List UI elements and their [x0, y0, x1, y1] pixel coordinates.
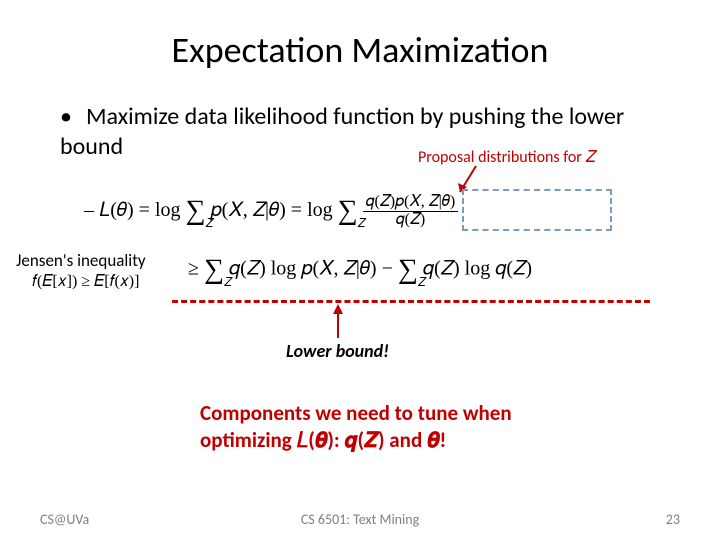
fraction-1: 𝑞(𝑍)𝑝(𝑋, 𝑍|𝜃)𝑞(𝑍)	[363, 194, 459, 229]
lower-bound-label: Lower bound!	[286, 340, 389, 362]
sum-1: ∑𝑍	[186, 195, 206, 227]
formula-p1: 𝑝(𝑋, 𝑍|𝜃) = log	[206, 199, 338, 221]
footer-center: CS 6501: Text Mining	[301, 511, 419, 528]
fraction-num: 𝑞(𝑍)𝑝(𝑋, 𝑍|𝜃)	[363, 194, 459, 212]
sum-4-sub: 𝑍	[418, 275, 425, 290]
slide-title: Expectation Maximization	[40, 28, 680, 72]
formula-line-1: – 𝐿(𝜃) = log ∑𝑍 𝑝(𝑋, 𝑍|𝜃) = log ∑𝑍 𝑞(𝑍)𝑝…	[84, 194, 458, 229]
sum-4: ∑𝑍	[398, 254, 418, 286]
components-text: Components we need to tune when optimizi…	[200, 400, 560, 455]
formula-l1-prefix: – 𝐿(𝜃) = log	[84, 199, 186, 221]
sum-2-sub: 𝑍	[358, 216, 365, 231]
jensen-formula: 𝑓(𝐸[𝑥]) ≥ 𝐸[𝑓(𝑥)]	[32, 273, 139, 291]
sum-3-sub: 𝑍	[224, 275, 231, 290]
formula-line-2: ≥ ∑𝑍 𝑞(𝑍) log 𝑝(𝑋, 𝑍|𝜃) − ∑𝑍 𝑞(𝑍) log 𝑞(…	[188, 254, 532, 286]
geq: ≥	[188, 258, 204, 280]
sum-1-sub: 𝑍	[206, 216, 213, 231]
dashed-box	[462, 189, 612, 231]
sum-3: ∑𝑍	[204, 254, 224, 286]
fraction-den: 𝑞(𝑍)	[363, 212, 459, 229]
proposal-annotation: Proposal distributions for 𝑍	[418, 148, 595, 167]
l2-p2: 𝑞(𝑍) log 𝑞(𝑍)	[418, 258, 532, 280]
jensen-label: Jensen's inequality	[16, 250, 146, 271]
arrow-lower-bound-icon	[328, 302, 348, 342]
sum-2: ∑𝑍	[338, 195, 358, 227]
footer-right: 23	[666, 511, 680, 528]
red-underline	[172, 300, 650, 303]
l2-p1: 𝑞(𝑍) log 𝑝(𝑋, 𝑍|𝜃) −	[224, 258, 398, 280]
footer-left: CS@UVa	[40, 511, 89, 528]
